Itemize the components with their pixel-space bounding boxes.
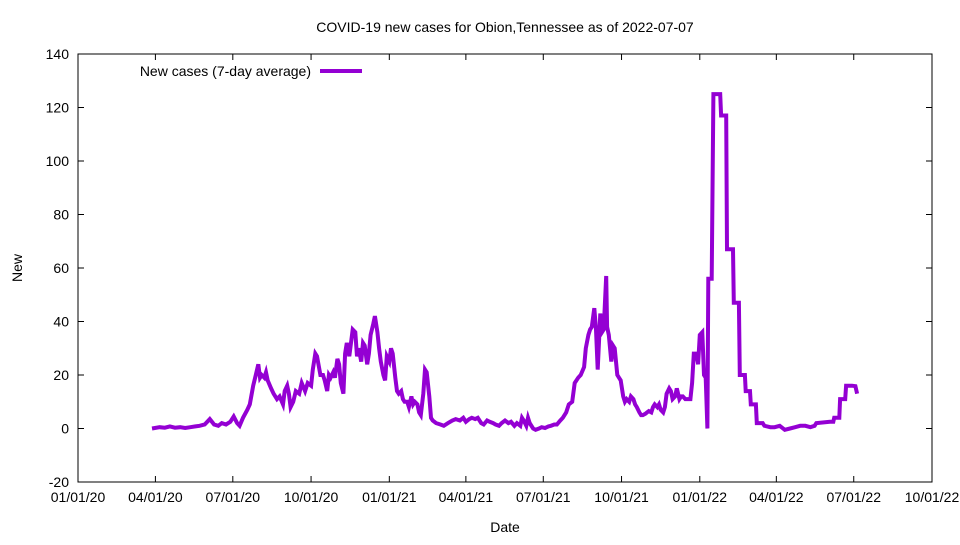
x-axis: 01/01/20 04/01/20 07/01/20 10/01/20 01/01/21… <box>51 54 960 505</box>
y-tick-label: -20 <box>49 474 69 490</box>
x-tick-label: 10/01/22 <box>905 489 960 505</box>
x-tick-label: 07/01/22 <box>826 489 881 505</box>
x-axis-label: Date <box>490 519 520 535</box>
x-tick-label: 07/01/20 <box>206 489 261 505</box>
x-tick-label: 04/01/21 <box>439 489 494 505</box>
y-tick-label: 40 <box>53 314 69 330</box>
x-tick-label: 01/01/20 <box>51 489 106 505</box>
y-tick-label: 80 <box>53 207 69 223</box>
plot-border <box>77 53 933 483</box>
series-group <box>151 92 860 432</box>
x-tick-label: 01/01/21 <box>362 489 417 505</box>
x-tick-label: 10/01/21 <box>594 489 649 505</box>
y-axis-label: New <box>9 253 25 282</box>
y-tick-label: 120 <box>46 100 70 116</box>
y-tick-label: 20 <box>53 367 69 383</box>
x-tick-label: 01/01/22 <box>673 489 728 505</box>
series-line <box>151 92 860 432</box>
x-tick-label: 10/01/20 <box>284 489 339 505</box>
y-axis: -20 0 20 40 60 80 100 120 140 <box>46 46 932 490</box>
chart-title: COVID-19 new cases for Obion,Tennessee a… <box>316 19 694 35</box>
legend-label: New cases (7-day average) <box>140 63 311 79</box>
legend: New cases (7-day average) <box>140 63 362 79</box>
x-tick-label: 04/01/20 <box>128 489 183 505</box>
y-tick-label: 60 <box>53 260 69 276</box>
y-tick-label: 140 <box>46 46 70 62</box>
x-tick-label: 04/01/22 <box>749 489 804 505</box>
y-tick-label: 0 <box>61 421 69 437</box>
x-tick-label: 07/01/21 <box>516 489 571 505</box>
y-tick-label: 100 <box>46 153 70 169</box>
